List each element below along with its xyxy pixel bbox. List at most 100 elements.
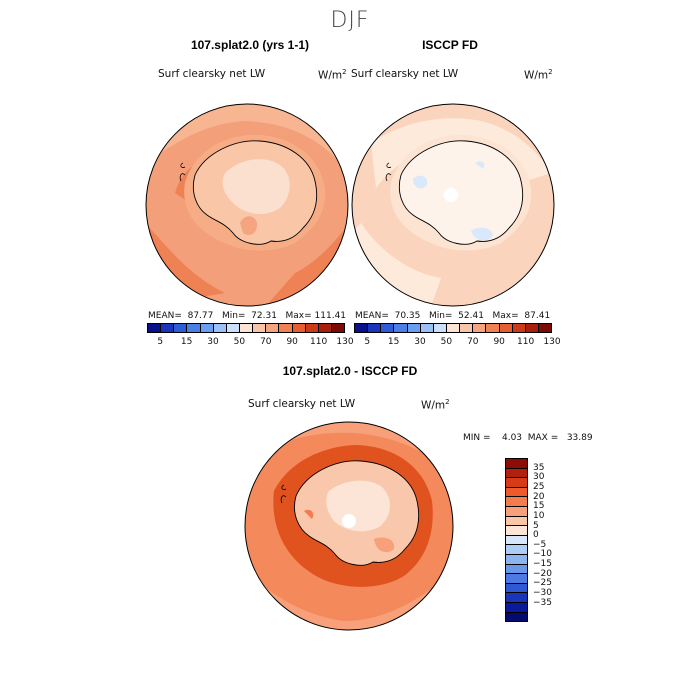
- colorbar-tick-label: −30: [533, 588, 552, 599]
- colorbar-swatch: [506, 478, 527, 488]
- colorbar-tick-label: 90: [493, 337, 505, 347]
- colorbar-swatch: [187, 324, 201, 332]
- colorbar-tick-label: 15: [180, 337, 193, 347]
- var-label-model: Surf clearsky net LW: [158, 68, 266, 80]
- map-model: [145, 103, 349, 307]
- colorbar-swatch: [506, 574, 527, 584]
- colorbar-tick-label: 5: [364, 337, 371, 347]
- colorbar-swatch: [446, 324, 461, 332]
- colorbar-swatch: [506, 487, 527, 498]
- colorbar-swatch: [394, 324, 408, 332]
- colorbar-tick-label: 0: [533, 530, 539, 541]
- colorbar-tick-label: 35: [533, 462, 545, 473]
- colorbar-tick-label: 30: [533, 472, 545, 483]
- units-label-obs: W/m2: [524, 68, 553, 82]
- main-title: DJF: [330, 8, 370, 33]
- colorbar-swatch: [305, 324, 319, 332]
- colorbar-tick-label: −5: [533, 539, 547, 550]
- colorbar-tick-label: 25: [533, 481, 545, 492]
- colorbar-tick-label: 10: [533, 510, 545, 521]
- colorbar-diff: [505, 458, 528, 622]
- colorbar-swatch: [506, 497, 527, 507]
- colorbar-tick-label: −35: [533, 597, 552, 608]
- colorbar-swatch: [148, 324, 162, 332]
- panel-title-model: 107.splat2.0 (yrs 1-1): [190, 38, 310, 52]
- colorbar-swatch: [506, 526, 527, 536]
- diff-minmax: MIN = 4.03 MAX = 33.89: [463, 433, 593, 443]
- colorbar-swatch: [460, 324, 474, 332]
- map-obs: [351, 103, 555, 307]
- panel-title-obs: ISCCP FD: [422, 38, 478, 52]
- colorbar-swatch: [161, 324, 175, 332]
- colorbar-swatch: [174, 324, 188, 332]
- colorbar-swatch: [239, 324, 254, 332]
- colorbar-swatch: [355, 324, 369, 332]
- colorbar-tick-label: 50: [233, 337, 246, 347]
- colorbar-swatch: [292, 324, 306, 332]
- colorbar-tick-label: 70: [467, 337, 479, 347]
- colorbar-model: [147, 323, 345, 333]
- colorbar-tick-label: 30: [207, 337, 219, 347]
- colorbar-tick-label: −25: [533, 578, 552, 589]
- diff-var-label: Surf clearsky net LW: [248, 398, 356, 410]
- colorbar-tick-label: 15: [533, 501, 545, 512]
- colorbar-swatch: [512, 324, 526, 332]
- units-label-model: W/m2: [318, 68, 347, 82]
- colorbar-swatch: [318, 324, 332, 332]
- map-diff: [244, 421, 454, 631]
- colorbar-tick-label: 20: [533, 491, 545, 502]
- colorbar-tick-label: −10: [533, 549, 552, 560]
- colorbar-swatch: [213, 324, 227, 332]
- colorbar-swatch: [506, 554, 527, 565]
- colorbar-tick-label: 15: [387, 337, 400, 347]
- colorbar-tick-label: 110: [517, 337, 535, 347]
- colorbar-swatch: [381, 324, 395, 332]
- colorbar-tick-label: 130: [336, 337, 354, 347]
- colorbar-swatch: [538, 324, 552, 332]
- colorbar-swatch: [506, 468, 527, 479]
- colorbar-swatch: [420, 324, 434, 332]
- colorbar-tick-label: 90: [286, 337, 298, 347]
- colorbar-swatch: [506, 516, 527, 527]
- var-label-obs: Surf clearsky net LW: [351, 68, 459, 80]
- colorbar-swatch: [506, 602, 527, 613]
- colorbar-swatch: [506, 564, 527, 575]
- colorbar-swatch: [473, 324, 487, 332]
- colorbar-swatch: [506, 612, 527, 622]
- colorbar-obs: [354, 323, 552, 333]
- colorbar-tick-label: 50: [440, 337, 453, 347]
- colorbar-swatch: [506, 535, 527, 546]
- colorbar-swatch: [486, 324, 500, 332]
- colorbar-tick-label: 130: [543, 337, 561, 347]
- colorbar-swatch: [506, 545, 527, 555]
- colorbar-tick-label: 110: [310, 337, 328, 347]
- diff-units-label: W/m2: [421, 398, 450, 412]
- colorbar-swatch: [506, 506, 527, 517]
- colorbar-swatch: [433, 324, 447, 332]
- colorbar-swatch: [331, 324, 345, 332]
- diff-title: 107.splat2.0 - ISCCP FD: [282, 364, 418, 378]
- mean-stats-model: MEAN= 87.77 Min= 72.31 Max= 111.41: [148, 311, 347, 321]
- colorbar-swatch: [506, 583, 527, 594]
- colorbar-swatch: [279, 324, 293, 332]
- colorbar-swatch: [499, 324, 513, 332]
- colorbar-swatch: [368, 324, 382, 332]
- ice-patch: [413, 175, 428, 189]
- colorbar-ticks-diff: 35 30 25 20 15 10 5 0 −5 −10 −15 −20 −25 −30 −35: [533, 458, 573, 622]
- colorbar-swatch: [407, 324, 421, 332]
- colorbar-swatch: [226, 324, 240, 332]
- colorbar-swatch: [253, 324, 267, 332]
- colorbar-ticks-obs: 5 15 30 50 70 90 110 130: [354, 337, 560, 349]
- colorbar-tick-label: 70: [260, 337, 272, 347]
- colorbar-tick-label: −20: [533, 568, 552, 579]
- colorbar-swatch: [266, 324, 280, 332]
- colorbar-swatch: [525, 324, 539, 332]
- colorbar-tick-label: 5: [533, 520, 539, 531]
- colorbar-tick-label: 30: [414, 337, 426, 347]
- colorbar-swatch: [506, 593, 527, 603]
- colorbar-swatch: [200, 324, 214, 332]
- colorbar-ticks-model: 5 15 30 50 70 90 110 130: [147, 337, 353, 349]
- mean-stats-obs: MEAN= 70.35 Min= 52.41 Max= 87.41: [355, 311, 551, 321]
- colorbar-tick-label: −15: [533, 559, 552, 570]
- colorbar-tick-label: 5: [157, 337, 164, 347]
